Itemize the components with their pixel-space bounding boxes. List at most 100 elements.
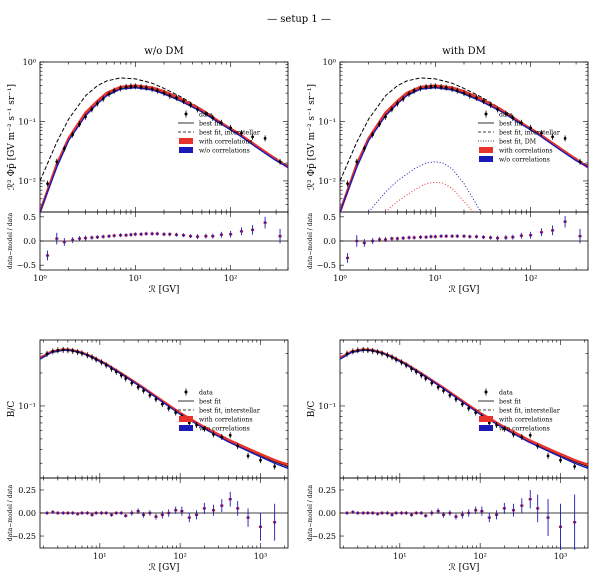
ratio-point: [86, 511, 89, 515]
ratio-point: [259, 525, 262, 528]
data-point: [376, 350, 380, 354]
data-point: [195, 423, 198, 427]
series-line-with-correlations: [40, 84, 288, 212]
data-point: [536, 444, 540, 448]
ratio-point: [410, 513, 413, 516]
data-point: [46, 182, 49, 186]
ratio-point: [273, 521, 276, 524]
legend-label: w/o correlations: [199, 148, 250, 155]
legend-label: w/o correlations: [499, 426, 550, 433]
data-point: [160, 402, 164, 406]
main-axes-frame: [39, 61, 289, 213]
data-point: [519, 121, 523, 125]
data-point: [246, 454, 250, 458]
ratio-point: [124, 514, 127, 517]
data-point: [512, 433, 515, 436]
legend-marker: [484, 112, 488, 116]
ratio-point: [563, 220, 567, 223]
legend-label: with correlations: [199, 139, 253, 146]
data-point: [496, 107, 499, 111]
data-point: [390, 107, 394, 111]
ratio-point: [489, 236, 492, 239]
x-axis-label: ℛ [GV]: [449, 285, 480, 295]
data-point: [351, 349, 355, 353]
data-point: [410, 367, 413, 371]
y-tick-label: 10⁻²: [18, 177, 36, 186]
ratio-point: [503, 507, 506, 510]
data-point: [495, 423, 498, 427]
data-point: [107, 92, 111, 96]
legend-label: with correlations: [499, 148, 553, 155]
ratio-axis-label: data−model / data: [7, 212, 14, 269]
ratio-point: [420, 511, 423, 515]
data-point: [263, 136, 267, 140]
legend-marker: [179, 147, 193, 153]
ratio-point: [96, 236, 99, 239]
legend-label: best fit: [199, 121, 221, 128]
legend-marker: [479, 425, 493, 431]
data-point: [124, 85, 128, 89]
y-axis-label: B/C: [307, 401, 317, 418]
ratio-point: [504, 236, 507, 239]
ratio-point: [180, 510, 183, 513]
data-point: [345, 352, 349, 356]
ratio-tick-label: 0.25: [318, 486, 336, 495]
data-point: [78, 122, 81, 126]
data-point: [546, 454, 550, 458]
data-point: [62, 147, 66, 150]
ratio-axis-label: data−model / data: [307, 484, 314, 541]
ratio-point: [400, 511, 403, 515]
ratio-point: [90, 236, 93, 239]
data-point: [229, 126, 233, 130]
ratio-tick-label: 0.00: [318, 509, 336, 518]
ratio-point: [529, 498, 532, 501]
data-point: [444, 86, 448, 90]
data-point: [378, 122, 381, 126]
ratio-point: [130, 511, 133, 515]
data-point: [94, 358, 98, 361]
ratio-point: [174, 509, 177, 512]
panel-title: with DM: [442, 46, 486, 57]
data-point: [104, 363, 108, 367]
y-axis-label: ℛ² Φp̄ [GV m⁻² s⁻¹ sr⁻¹]: [307, 84, 317, 190]
data-point: [142, 389, 145, 393]
data-point: [174, 411, 178, 414]
data-point: [468, 94, 472, 98]
ratio-point: [150, 232, 154, 235]
ratio-point: [429, 235, 433, 238]
legend-marker: [179, 416, 193, 422]
data-point: [551, 135, 554, 139]
legend-marker: [179, 425, 193, 431]
legend-label: best fit: [199, 399, 221, 406]
data-point: [355, 160, 359, 164]
data-point: [404, 363, 408, 367]
data-point: [489, 103, 492, 107]
data-point: [394, 358, 398, 361]
data-point: [112, 89, 116, 93]
data-point: [251, 135, 254, 139]
ratio-point: [474, 509, 477, 512]
legend-label: best fit, interstellar: [499, 130, 560, 137]
ratio-point: [450, 235, 454, 238]
ratio-point: [424, 514, 427, 517]
legend-label: best fit, interstellar: [199, 130, 260, 137]
ratio-point: [390, 237, 393, 240]
data-point: [407, 92, 411, 96]
data-point: [71, 349, 75, 353]
data-point: [61, 348, 65, 352]
ratio-point: [529, 234, 532, 237]
data-point: [45, 352, 49, 356]
ratio-point: [129, 233, 133, 236]
data-point: [366, 348, 370, 352]
ratio-point: [120, 511, 123, 515]
y-tick-label: 10⁰: [23, 58, 36, 67]
ratio-point: [113, 234, 116, 237]
ratio-point: [462, 235, 466, 238]
data-point: [371, 349, 375, 353]
data-point: [412, 89, 416, 93]
legend-marker: [479, 147, 493, 153]
ratio-point: [559, 525, 562, 528]
ratio-point: [390, 513, 394, 516]
data-point: [502, 427, 506, 431]
